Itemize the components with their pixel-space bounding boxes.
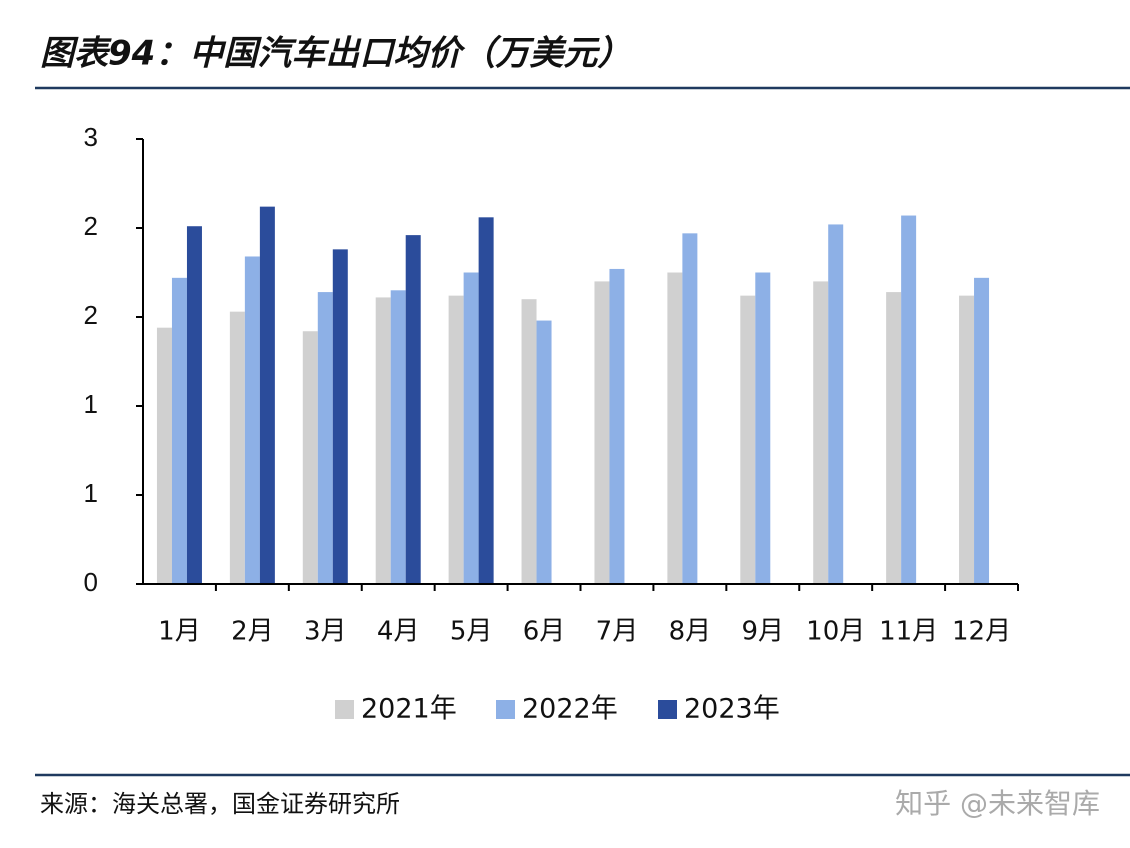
legend-label: 2022年 bbox=[522, 694, 618, 725]
bar bbox=[171, 277, 187, 584]
bar bbox=[667, 272, 683, 584]
x-tick-label: 9月 bbox=[742, 617, 785, 647]
chart-title: 图表94：中国汽车出口均价（万美元） bbox=[40, 34, 631, 74]
y-tick-label: 2 bbox=[84, 211, 98, 241]
bar bbox=[390, 290, 406, 584]
bar bbox=[463, 272, 479, 584]
legend-label: 2023年 bbox=[684, 694, 780, 725]
bar bbox=[682, 233, 698, 584]
legend-label: 2021年 bbox=[361, 694, 457, 725]
bar bbox=[959, 295, 975, 584]
bar bbox=[594, 281, 610, 584]
bar bbox=[536, 320, 552, 584]
x-tick-label: 3月 bbox=[304, 617, 347, 647]
y-tick-label: 2 bbox=[84, 300, 98, 330]
bar bbox=[974, 277, 990, 584]
bar bbox=[317, 292, 333, 584]
legend-swatch bbox=[496, 700, 515, 719]
y-tick-label: 0 bbox=[84, 567, 98, 597]
watermark: 知乎 @未来智库 bbox=[895, 787, 1100, 820]
bar bbox=[740, 295, 756, 584]
x-tick-label: 11月 bbox=[879, 617, 938, 647]
bar bbox=[813, 281, 829, 584]
bar bbox=[156, 327, 172, 584]
x-tick-label: 7月 bbox=[596, 617, 639, 647]
bar bbox=[302, 331, 318, 584]
x-tick-label: 1月 bbox=[158, 617, 201, 647]
x-tick-label: 6月 bbox=[523, 617, 566, 647]
bar bbox=[886, 292, 902, 584]
bar bbox=[259, 206, 275, 584]
x-tick-label: 4月 bbox=[377, 617, 420, 647]
bar bbox=[405, 235, 421, 584]
x-tick-label: 10月 bbox=[806, 617, 865, 647]
bar bbox=[609, 268, 625, 584]
bar bbox=[186, 226, 202, 584]
x-tick-label: 2月 bbox=[231, 617, 274, 647]
bar bbox=[478, 217, 494, 584]
x-tick-label: 8月 bbox=[669, 617, 712, 647]
bar bbox=[375, 297, 391, 584]
y-tick-label: 3 bbox=[84, 122, 98, 152]
bar bbox=[332, 249, 348, 585]
x-tick-label: 5月 bbox=[450, 617, 493, 647]
bar bbox=[901, 215, 917, 585]
legend-swatch bbox=[335, 700, 354, 719]
y-tick-label: 1 bbox=[84, 389, 98, 419]
bar bbox=[229, 311, 245, 584]
bar bbox=[828, 224, 844, 584]
bar bbox=[755, 272, 771, 584]
source: 来源：海关总署，国金证券研究所 bbox=[40, 790, 400, 818]
bar bbox=[244, 256, 260, 584]
bar bbox=[521, 299, 537, 584]
legend-swatch bbox=[658, 700, 677, 719]
x-tick-label: 12月 bbox=[952, 617, 1011, 647]
y-tick-label: 1 bbox=[84, 478, 98, 508]
bar bbox=[448, 295, 464, 584]
